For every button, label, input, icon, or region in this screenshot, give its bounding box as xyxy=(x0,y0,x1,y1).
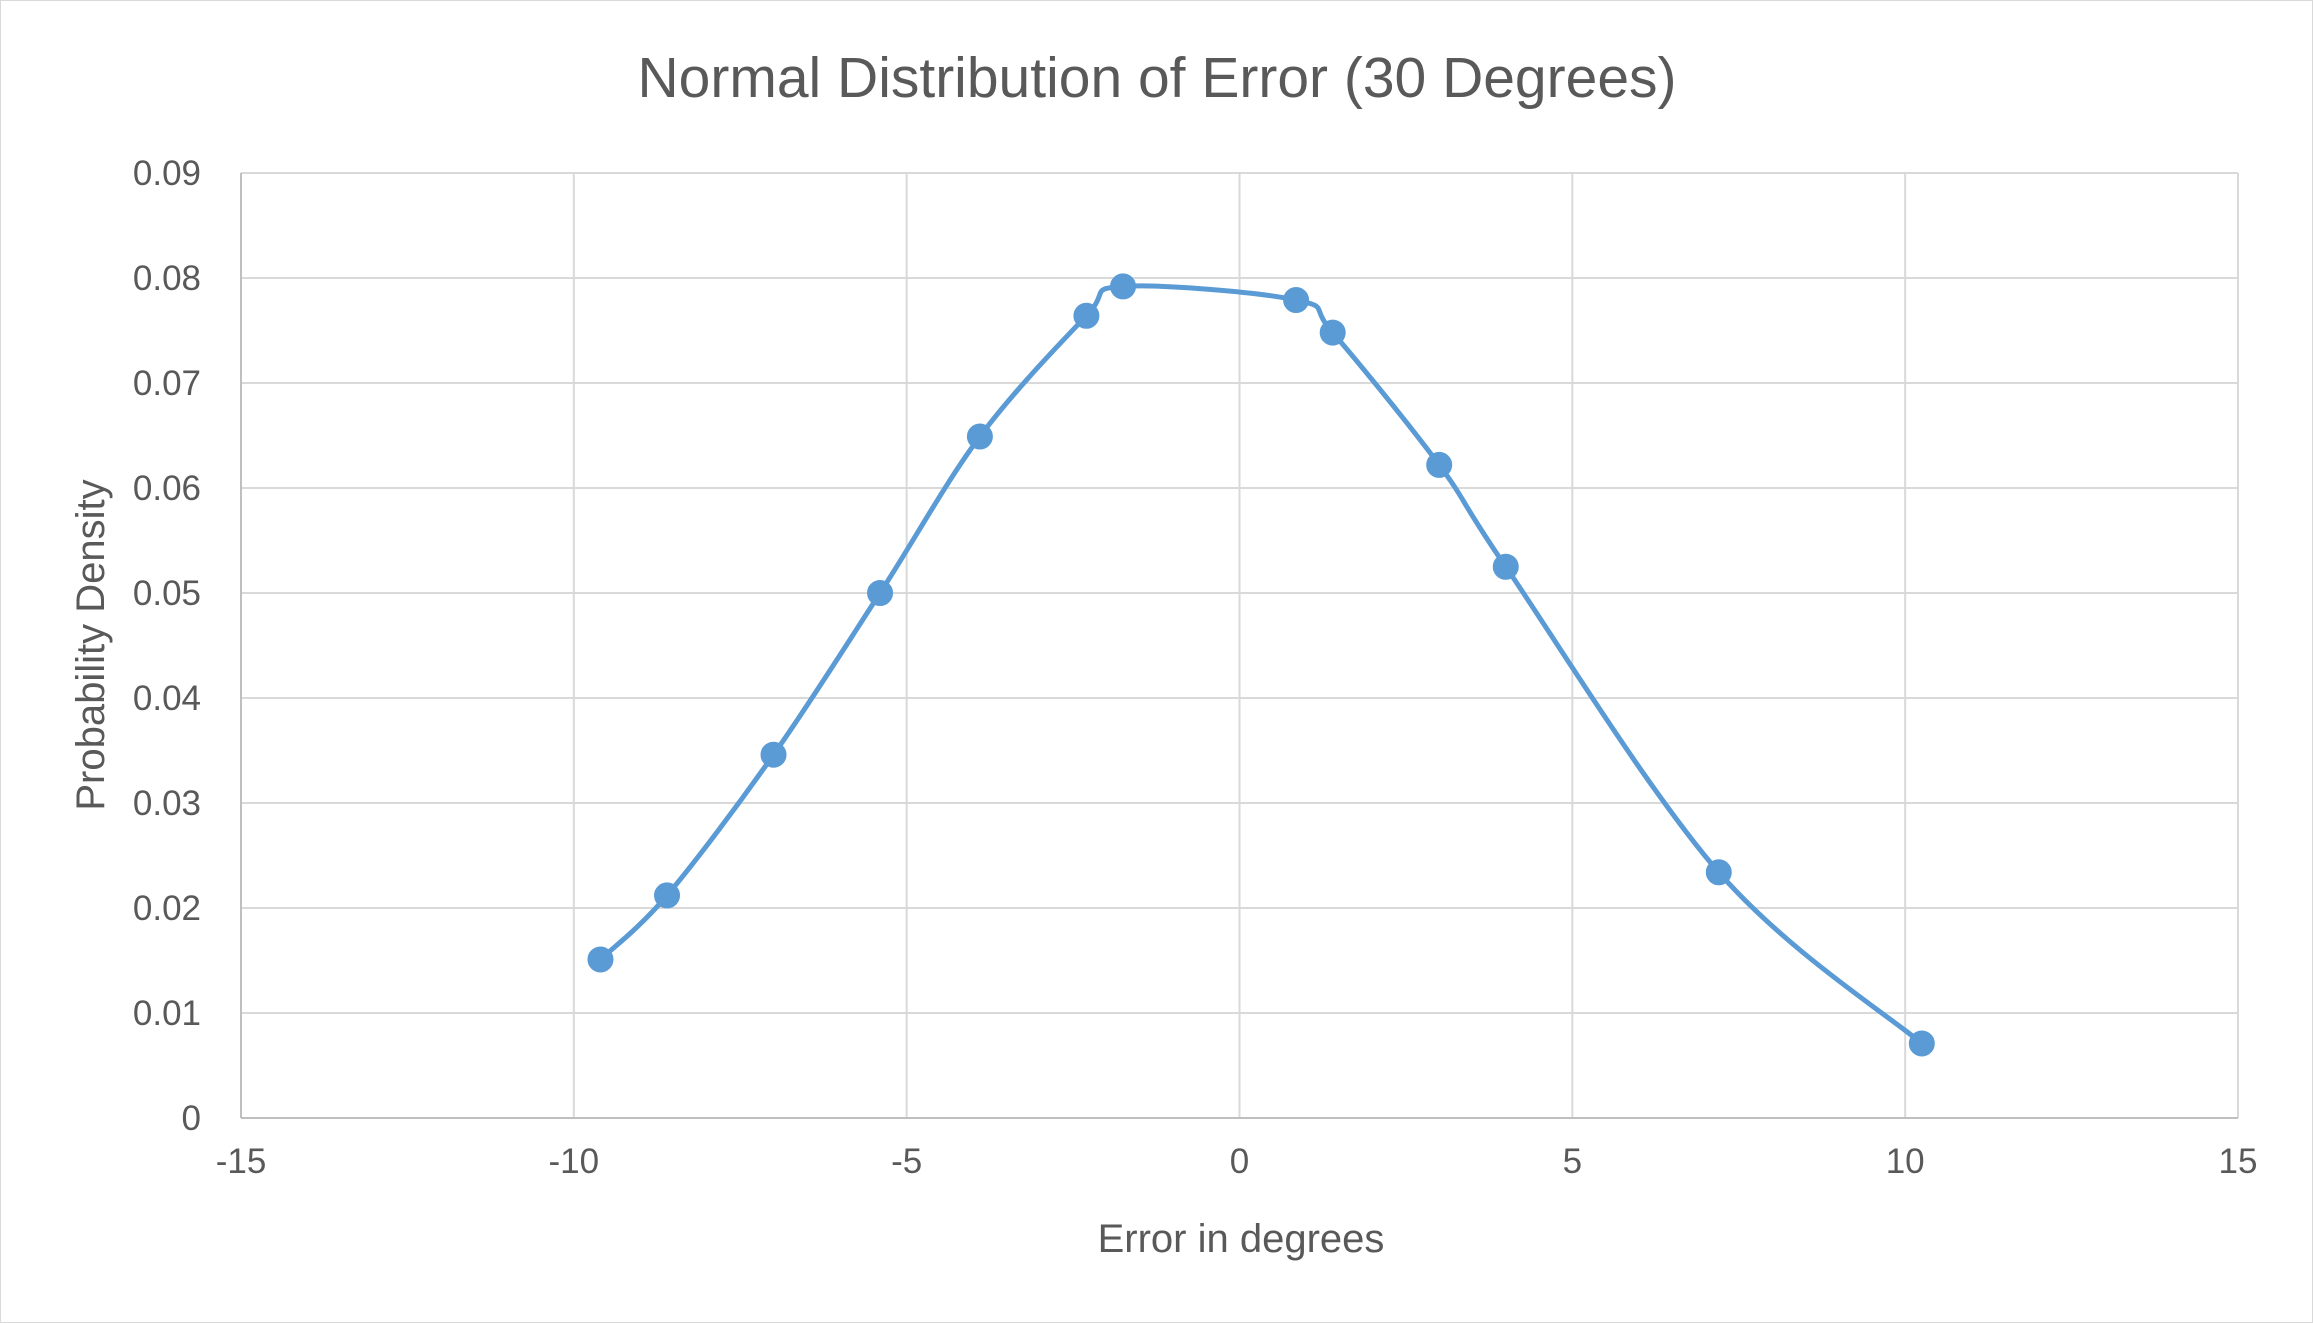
y-tick-label: 0.01 xyxy=(133,994,201,1033)
x-tick-label: -15 xyxy=(216,1142,267,1181)
y-tick-label: 0.04 xyxy=(133,679,201,718)
data-point xyxy=(966,423,993,450)
data-point xyxy=(1426,451,1453,478)
y-tick-label: 0.06 xyxy=(133,469,201,508)
tick-labels: 0 0.01 0.02 0.03 0.04 0.05 0.06 0.07 0.08 0.09 -15… xyxy=(133,154,2258,1181)
x-tick-label: 10 xyxy=(1886,1142,1925,1181)
data-point xyxy=(1110,273,1137,300)
data-point xyxy=(1908,1030,1935,1057)
y-tick-label: 0.03 xyxy=(133,784,201,823)
x-tick-label: -10 xyxy=(549,1142,600,1181)
axes xyxy=(240,173,2238,1119)
data-point xyxy=(1073,302,1100,329)
x-tick-label: 5 xyxy=(1563,1142,1582,1181)
y-tick-label: 0.02 xyxy=(133,889,201,928)
y-tick-label: 0.09 xyxy=(133,154,201,193)
y-tick-label: 0.05 xyxy=(133,574,201,613)
gridlines xyxy=(241,172,2239,1118)
data-series xyxy=(587,273,1935,1057)
x-tick-label: 0 xyxy=(1230,1142,1249,1181)
x-axis-title: Error in degrees xyxy=(1098,1217,1385,1261)
data-point xyxy=(654,882,681,909)
y-tick-label: 0.07 xyxy=(133,364,201,403)
data-point xyxy=(1705,859,1732,886)
data-point xyxy=(1319,319,1346,346)
x-tick-label: 15 xyxy=(2219,1142,2258,1181)
data-point xyxy=(587,946,614,973)
data-point xyxy=(1283,287,1310,314)
x-tick-label: -5 xyxy=(891,1142,922,1181)
data-point xyxy=(760,741,787,768)
data-point xyxy=(1492,553,1519,580)
data-point xyxy=(867,580,894,606)
series-line xyxy=(597,283,1925,1046)
chart-title: Normal Distribution of Error (30 Degrees… xyxy=(638,46,1677,110)
y-tick-label: 0.08 xyxy=(133,259,201,298)
y-tick-label: 0 xyxy=(182,1099,201,1138)
y-axis-title: Probability Density xyxy=(69,479,113,810)
